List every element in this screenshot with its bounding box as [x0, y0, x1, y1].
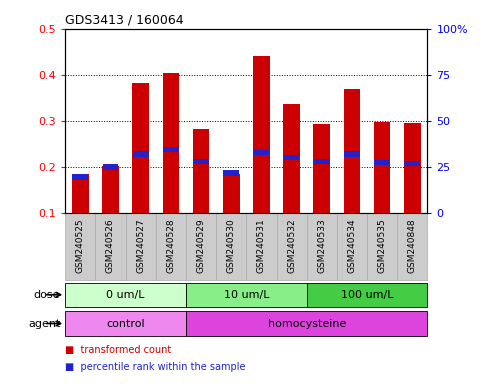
- Text: GSM240535: GSM240535: [378, 218, 387, 273]
- Bar: [307, 283, 427, 307]
- Text: ■  percentile rank within the sample: ■ percentile rank within the sample: [65, 362, 246, 372]
- Text: GSM240525: GSM240525: [76, 218, 85, 273]
- Bar: [163, 147, 179, 152]
- Bar: [284, 104, 300, 213]
- Bar: [344, 151, 360, 157]
- Text: GSM240534: GSM240534: [347, 218, 356, 273]
- Bar: [344, 89, 360, 213]
- Bar: [186, 213, 216, 280]
- Bar: [223, 170, 239, 176]
- Bar: [337, 213, 367, 280]
- Bar: [163, 73, 179, 213]
- Bar: [193, 129, 209, 213]
- Bar: [307, 213, 337, 280]
- Bar: [65, 283, 186, 307]
- Text: control: control: [106, 318, 145, 329]
- Text: ■  transformed count: ■ transformed count: [65, 345, 171, 355]
- Bar: [72, 174, 88, 213]
- Bar: [133, 151, 149, 157]
- Bar: [404, 161, 420, 166]
- Text: homocysteine: homocysteine: [268, 318, 346, 329]
- Bar: [223, 174, 240, 213]
- Text: GSM240529: GSM240529: [197, 218, 206, 273]
- Bar: [397, 213, 427, 280]
- Text: GSM240532: GSM240532: [287, 218, 296, 273]
- Text: GSM240531: GSM240531: [257, 218, 266, 273]
- Bar: [374, 160, 390, 165]
- Bar: [186, 283, 307, 307]
- Bar: [65, 311, 186, 336]
- Text: GSM240533: GSM240533: [317, 218, 327, 273]
- Text: GSM240848: GSM240848: [408, 218, 417, 273]
- Bar: [246, 213, 276, 280]
- Text: GSM240530: GSM240530: [227, 218, 236, 273]
- Bar: [284, 155, 299, 160]
- Text: 0 um/L: 0 um/L: [106, 290, 145, 300]
- Bar: [193, 159, 209, 164]
- Text: GDS3413 / 160064: GDS3413 / 160064: [65, 13, 184, 26]
- Text: 10 um/L: 10 um/L: [224, 290, 269, 300]
- Bar: [216, 213, 246, 280]
- Bar: [72, 174, 88, 180]
- Bar: [102, 166, 119, 213]
- Bar: [374, 122, 390, 213]
- Text: agent: agent: [28, 318, 60, 329]
- Text: GSM240526: GSM240526: [106, 218, 115, 273]
- Bar: [126, 213, 156, 280]
- Text: GSM240527: GSM240527: [136, 218, 145, 273]
- Bar: [186, 311, 427, 336]
- Bar: [102, 164, 118, 170]
- Bar: [404, 123, 421, 213]
- Bar: [254, 149, 270, 155]
- Text: dose: dose: [34, 290, 60, 300]
- Bar: [253, 56, 270, 213]
- Bar: [314, 159, 330, 164]
- Bar: [132, 83, 149, 213]
- Bar: [313, 124, 330, 213]
- Text: GSM240528: GSM240528: [166, 218, 175, 273]
- Bar: [276, 213, 307, 280]
- Bar: [156, 213, 186, 280]
- Bar: [367, 213, 397, 280]
- Text: 100 um/L: 100 um/L: [341, 290, 393, 300]
- Bar: [96, 213, 126, 280]
- Bar: [65, 213, 96, 280]
